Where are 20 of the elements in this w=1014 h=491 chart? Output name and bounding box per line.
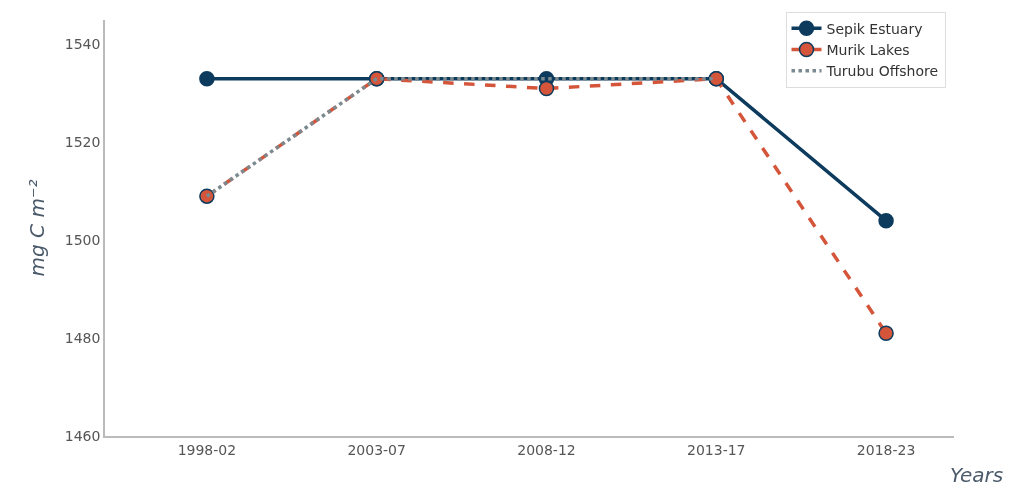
x-axis-title: Years: [950, 463, 1004, 487]
point: [878, 212, 894, 229]
point: [199, 188, 215, 204]
y-tick-label: 1500: [64, 232, 101, 249]
legend-label: Sepik Estuary: [826, 20, 923, 37]
y-tick-label: 1540: [64, 36, 101, 53]
point: [538, 80, 555, 97]
x-tick-label: 2008-12: [517, 441, 576, 458]
point: [199, 70, 215, 87]
x-tick-label: 2003-07: [347, 441, 406, 458]
x-tick-label: 1998-02: [177, 441, 237, 458]
y-tick-label: 1480: [64, 330, 101, 347]
y-tick-label: 1460: [64, 427, 101, 444]
legend-label: Murik Lakes: [826, 41, 910, 58]
point: [878, 325, 894, 341]
x-tick-label: 2018-23: [856, 441, 916, 458]
x-tick-label: 2013-17: [687, 441, 746, 458]
y-axis-title: mg C m⁻²: [24, 179, 49, 277]
legend-label: Turubu Offshore: [825, 63, 939, 80]
y-tick-label: 1520: [64, 134, 101, 151]
